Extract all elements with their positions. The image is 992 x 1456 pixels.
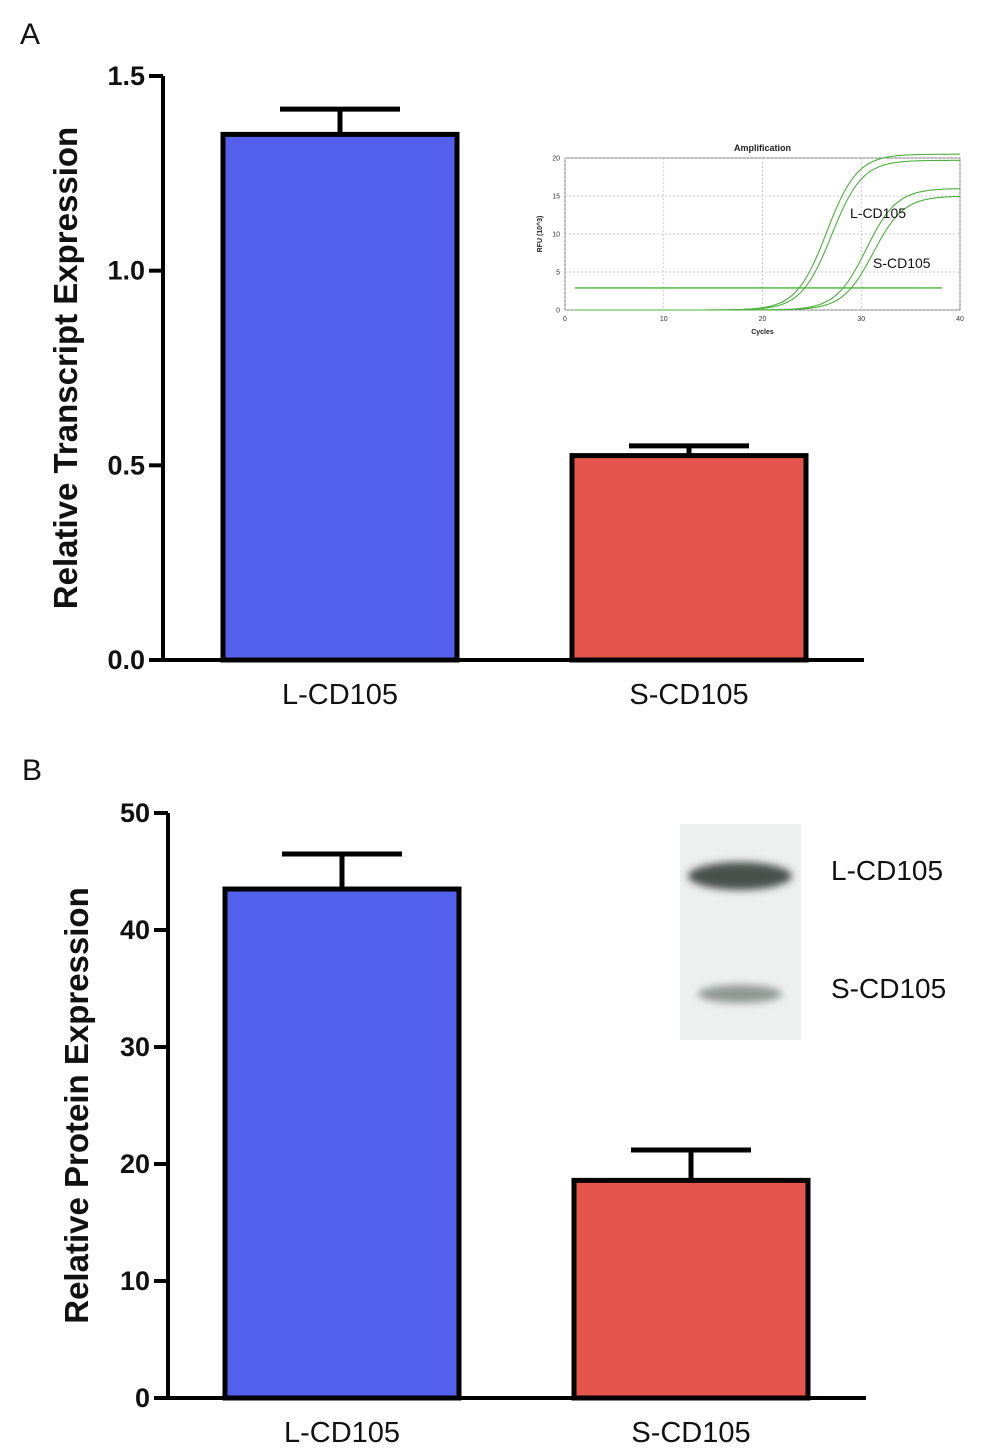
inset-title: Amplification [734, 143, 791, 153]
inset-y-tick-label: 20 [552, 156, 560, 163]
inset-x-tick-label: 30 [857, 316, 865, 323]
inset-curve-label-l-cd105: L-CD105 [850, 205, 906, 221]
inset-y-tick-label: 15 [552, 194, 560, 201]
western-blot-inset: L-CD105 S-CD105 [680, 824, 946, 1040]
blot-band-s-cd105 [698, 985, 782, 1003]
y-tick-label: 0 [135, 1383, 150, 1413]
y-axis-title: Relative Transcript Expression [47, 127, 84, 609]
bar-l-cd105 [220, 131, 460, 663]
inset-x-tick-label: 10 [660, 316, 668, 323]
panel-b-letter: B [22, 754, 42, 787]
inset-x-tick-label: 0 [563, 316, 567, 323]
panel-b-chart: L-CD105 S-CD105 0 10 20 30 40 50 Relative Protei… [58, 798, 866, 1449]
category-label-l-cd105: L-CD105 [284, 1417, 400, 1449]
inset-y-tick-label: 10 [552, 232, 560, 239]
inset-y-tick-label: 5 [556, 270, 560, 277]
y-tick-label: 1.0 [107, 256, 145, 286]
amplification-inset: Amplification 0 10 20 30 40 0 5 10 15 20 Cycles RFU … [536, 143, 964, 336]
blot-label-s-cd105: S-CD105 [831, 973, 946, 1004]
blot-label-l-cd105: L-CD105 [831, 855, 943, 886]
y-tick-label: 10 [120, 1266, 150, 1296]
panel-a-letter: A [20, 18, 40, 51]
inset-x-tick-label: 20 [759, 316, 767, 323]
category-label-s-cd105: S-CD105 [631, 1417, 750, 1449]
inset-y-tick-label: 0 [556, 308, 560, 315]
bar-l-cd105 [222, 886, 462, 1401]
y-tick-label: 0.5 [107, 450, 145, 480]
inset-x-tick-label: 40 [956, 316, 964, 323]
y-tick-label: 1.5 [107, 61, 145, 91]
bar-s-cd105 [569, 453, 809, 663]
y-tick-label: 30 [120, 1032, 150, 1062]
inset-y-axis-title: RFU (10^3) [536, 216, 544, 253]
blot-membrane [680, 824, 801, 1040]
panel-a-chart: L-CD105 S-CD105 0.0 0.5 1.0 1.5 Relative Trans… [47, 61, 864, 711]
category-label-l-cd105: L-CD105 [282, 679, 398, 711]
category-label-s-cd105: S-CD105 [629, 679, 748, 711]
blot-band-l-cd105 [688, 862, 792, 890]
y-tick-label: 50 [120, 798, 150, 828]
y-tick-label: 0.0 [107, 645, 145, 675]
y-axis-title: Relative Protein Expression [58, 887, 95, 1324]
inset-x-axis-title: Cycles [751, 329, 774, 336]
inset-curve-label-s-cd105: S-CD105 [873, 255, 931, 271]
y-tick-label: 40 [120, 915, 150, 945]
amplification-curve-s-cd105 [574, 195, 961, 311]
y-tick-label: 20 [120, 1149, 150, 1179]
bar-s-cd105 [571, 1177, 811, 1401]
